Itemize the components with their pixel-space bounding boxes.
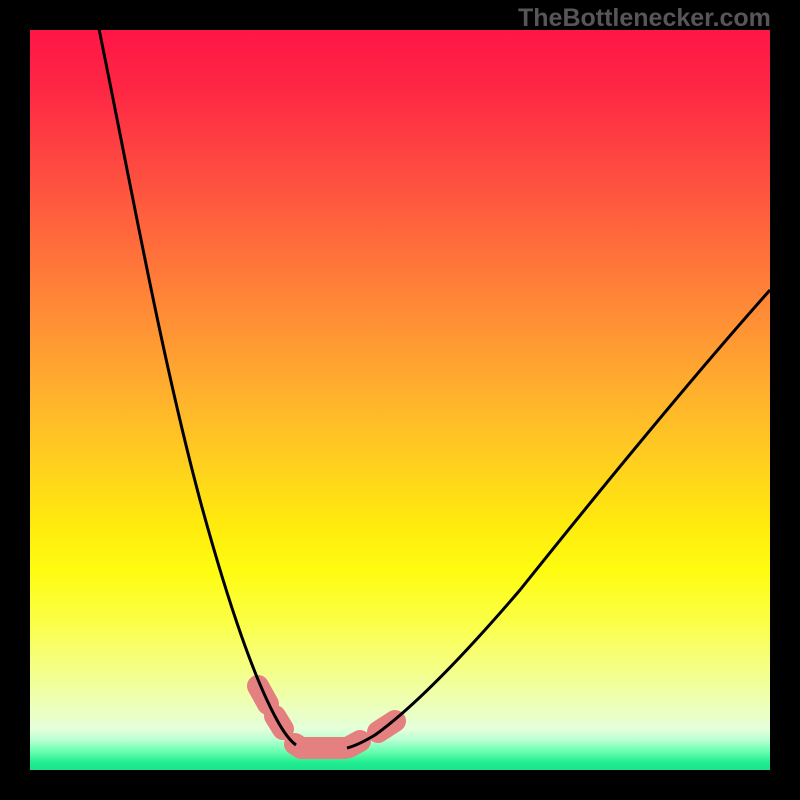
chart-container: TheBottlenecker.com — [0, 0, 800, 800]
watermark-text: TheBottlenecker.com — [518, 4, 771, 33]
chart-svg — [0, 0, 800, 800]
plot-background — [30, 30, 770, 770]
